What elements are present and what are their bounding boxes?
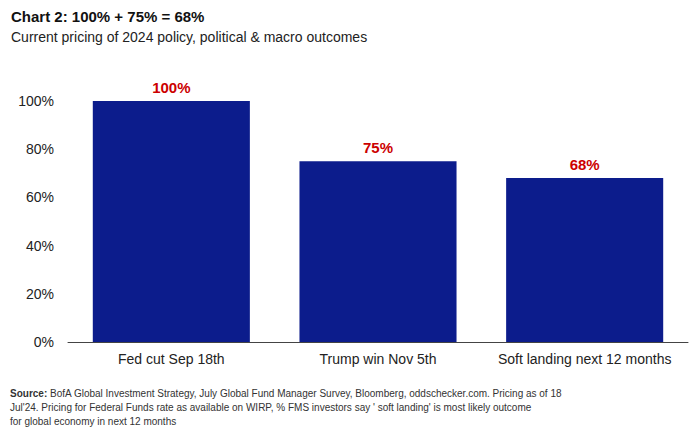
svg-text:Soft landing next 12 months: Soft landing next 12 months bbox=[498, 351, 672, 367]
svg-text:100%: 100% bbox=[18, 93, 54, 109]
svg-text:60%: 60% bbox=[26, 189, 54, 205]
svg-text:BofA Global Investment Strateg: BofA Global Investment Strategy, July Gl… bbox=[47, 388, 564, 399]
svg-text:Trump win Nov 5th: Trump win Nov 5th bbox=[320, 351, 437, 367]
svg-text:68%: 68% bbox=[570, 156, 600, 173]
svg-text:for global economy in next 12: for global economy in next 12 months bbox=[10, 416, 176, 427]
svg-text:Current pricing of 2024 policy: Current pricing of 2024 policy, politica… bbox=[11, 29, 367, 45]
svg-text:Source:: Source: bbox=[10, 388, 47, 399]
svg-text:75%: 75% bbox=[363, 139, 393, 156]
svg-text:40%: 40% bbox=[26, 238, 54, 254]
svg-text:Chart 2: 100% + 75% = 68%: Chart 2: 100% + 75% = 68% bbox=[11, 8, 204, 25]
svg-text:Fed cut Sep 18th: Fed cut Sep 18th bbox=[118, 351, 225, 367]
svg-text:0%: 0% bbox=[34, 334, 54, 350]
svg-text:100%: 100% bbox=[152, 79, 190, 96]
svg-text:80%: 80% bbox=[26, 141, 54, 157]
svg-text:Jul'24. Pricing for Federal Fu: Jul'24. Pricing for Federal Funds rate a… bbox=[10, 402, 534, 413]
svg-text:20%: 20% bbox=[26, 286, 54, 302]
